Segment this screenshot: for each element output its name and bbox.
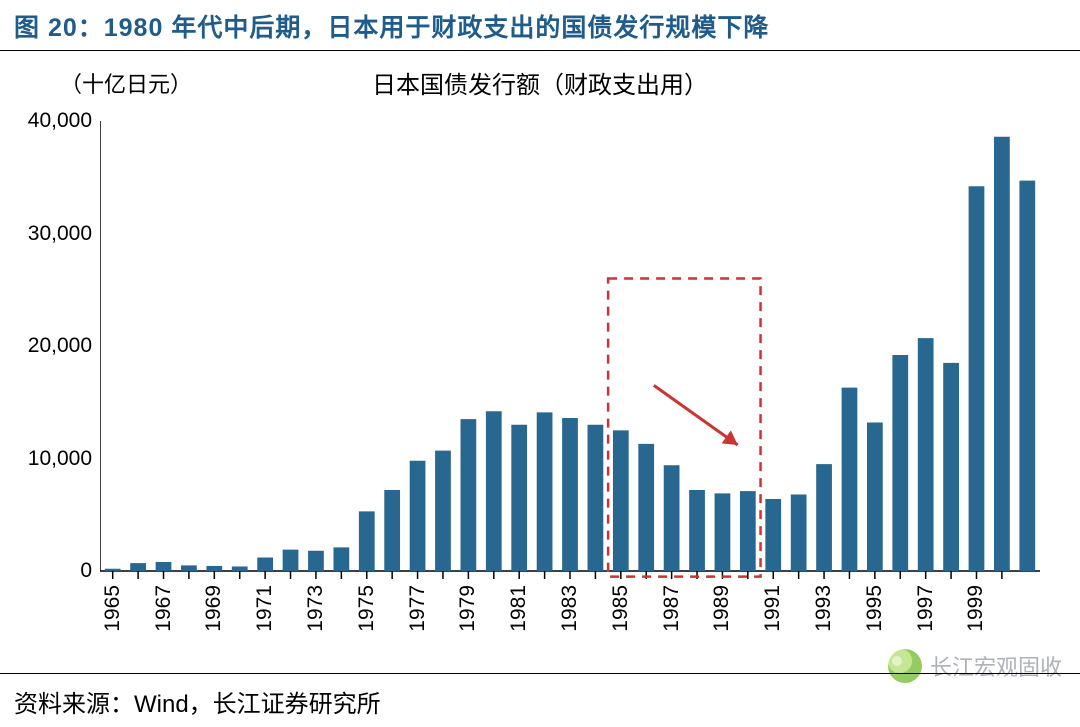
bar [943,363,959,571]
chart-area: （十亿日元） 日本国债发行额（财政支出用） 010,00020,00030,00… [0,51,1080,671]
bar [842,388,858,571]
bar [384,490,400,571]
arrow-head-icon [722,430,738,445]
bar [638,444,654,571]
bar [994,137,1010,571]
bar [283,550,299,571]
highlight-box [608,279,760,577]
x-tick-label: 1993 [812,585,836,632]
x-tick-label: 1973 [304,585,328,632]
x-tick-label: 1997 [914,585,938,632]
x-tick-label: 1999 [964,585,988,632]
bar [333,547,349,571]
bar [892,355,908,571]
bar [410,461,426,571]
x-tick-label: 1987 [660,585,684,632]
bar [156,562,172,571]
x-tick-label: 1981 [507,585,531,632]
bar [689,490,705,571]
bar [613,430,629,571]
y-tick-label: 40,000 [28,109,92,133]
x-tick-label: 1967 [152,585,176,632]
bar [206,566,222,571]
bar [918,338,934,571]
x-tick-label: 1975 [355,585,379,632]
bar [740,491,756,571]
x-tick-label: 1983 [558,585,582,632]
y-tick-label: 0 [80,559,92,583]
y-tick-label: 20,000 [28,334,92,358]
x-tick-label: 1991 [761,585,785,632]
bar [105,569,121,571]
x-tick-label: 1971 [253,585,277,632]
x-tick-label: 1969 [202,585,226,632]
bar [359,511,375,571]
x-tick-label: 1989 [710,585,734,632]
bar [308,551,324,571]
bar [664,465,680,571]
x-tick-label: 1985 [609,585,633,632]
bar [130,563,146,571]
y-tick-label: 10,000 [28,447,92,471]
bar [816,464,832,571]
x-tick-label: 1965 [101,585,125,632]
bar-chart-svg [100,121,1040,661]
bar [537,412,553,571]
bar [765,499,781,571]
bar [1019,181,1035,571]
plot-region: 010,00020,00030,00040,000196519671969197… [100,121,1040,571]
x-tick-label: 1979 [456,585,480,632]
x-tick-label: 1995 [863,585,887,632]
chart-title: 日本国债发行额（财政支出用） [0,65,1080,100]
figure-title: 图 20：1980 年代中后期，日本用于财政支出的国债发行规模下降 [0,0,1080,51]
bar [486,411,502,571]
bar [181,565,197,571]
bar [715,493,731,571]
bar [511,425,527,571]
y-tick-label: 30,000 [28,222,92,246]
trend-arrow [654,385,738,445]
bar [969,186,985,571]
bar [562,418,578,571]
bar [588,425,604,571]
bar [257,558,273,572]
bar [461,419,477,571]
x-tick-label: 1977 [406,585,430,632]
bar [232,567,248,572]
bar [867,423,883,572]
bar [435,451,451,571]
bar [791,495,807,572]
source-citation: 资料来源：Wind，长江证券研究所 [0,673,1080,727]
